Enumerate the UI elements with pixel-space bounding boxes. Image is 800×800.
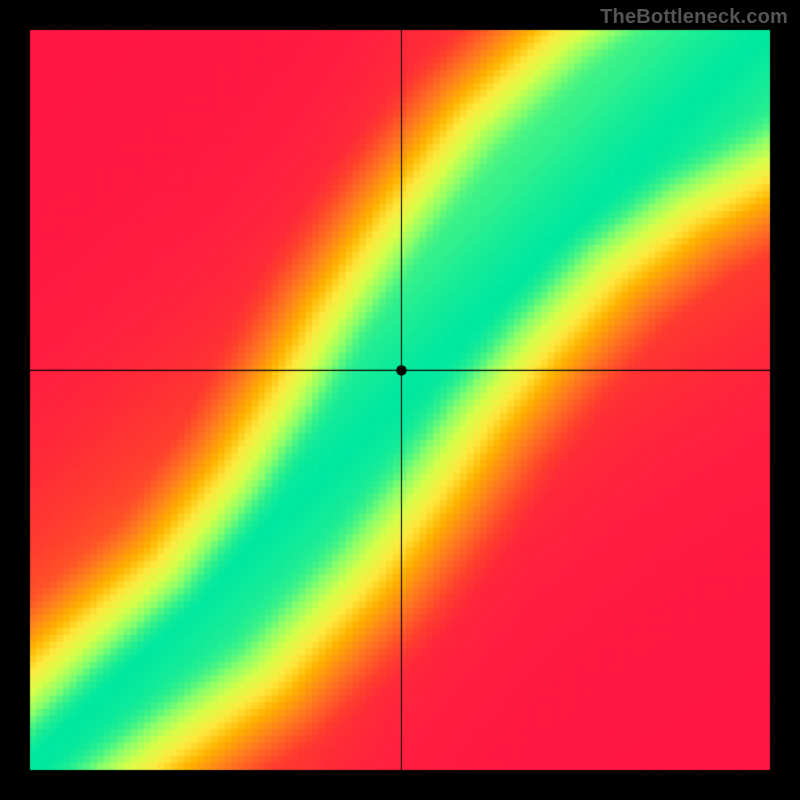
watermark-text: TheBottleneck.com — [600, 6, 788, 29]
plot-outer-frame — [0, 0, 800, 800]
bottleneck-heatmap-canvas — [0, 0, 800, 800]
